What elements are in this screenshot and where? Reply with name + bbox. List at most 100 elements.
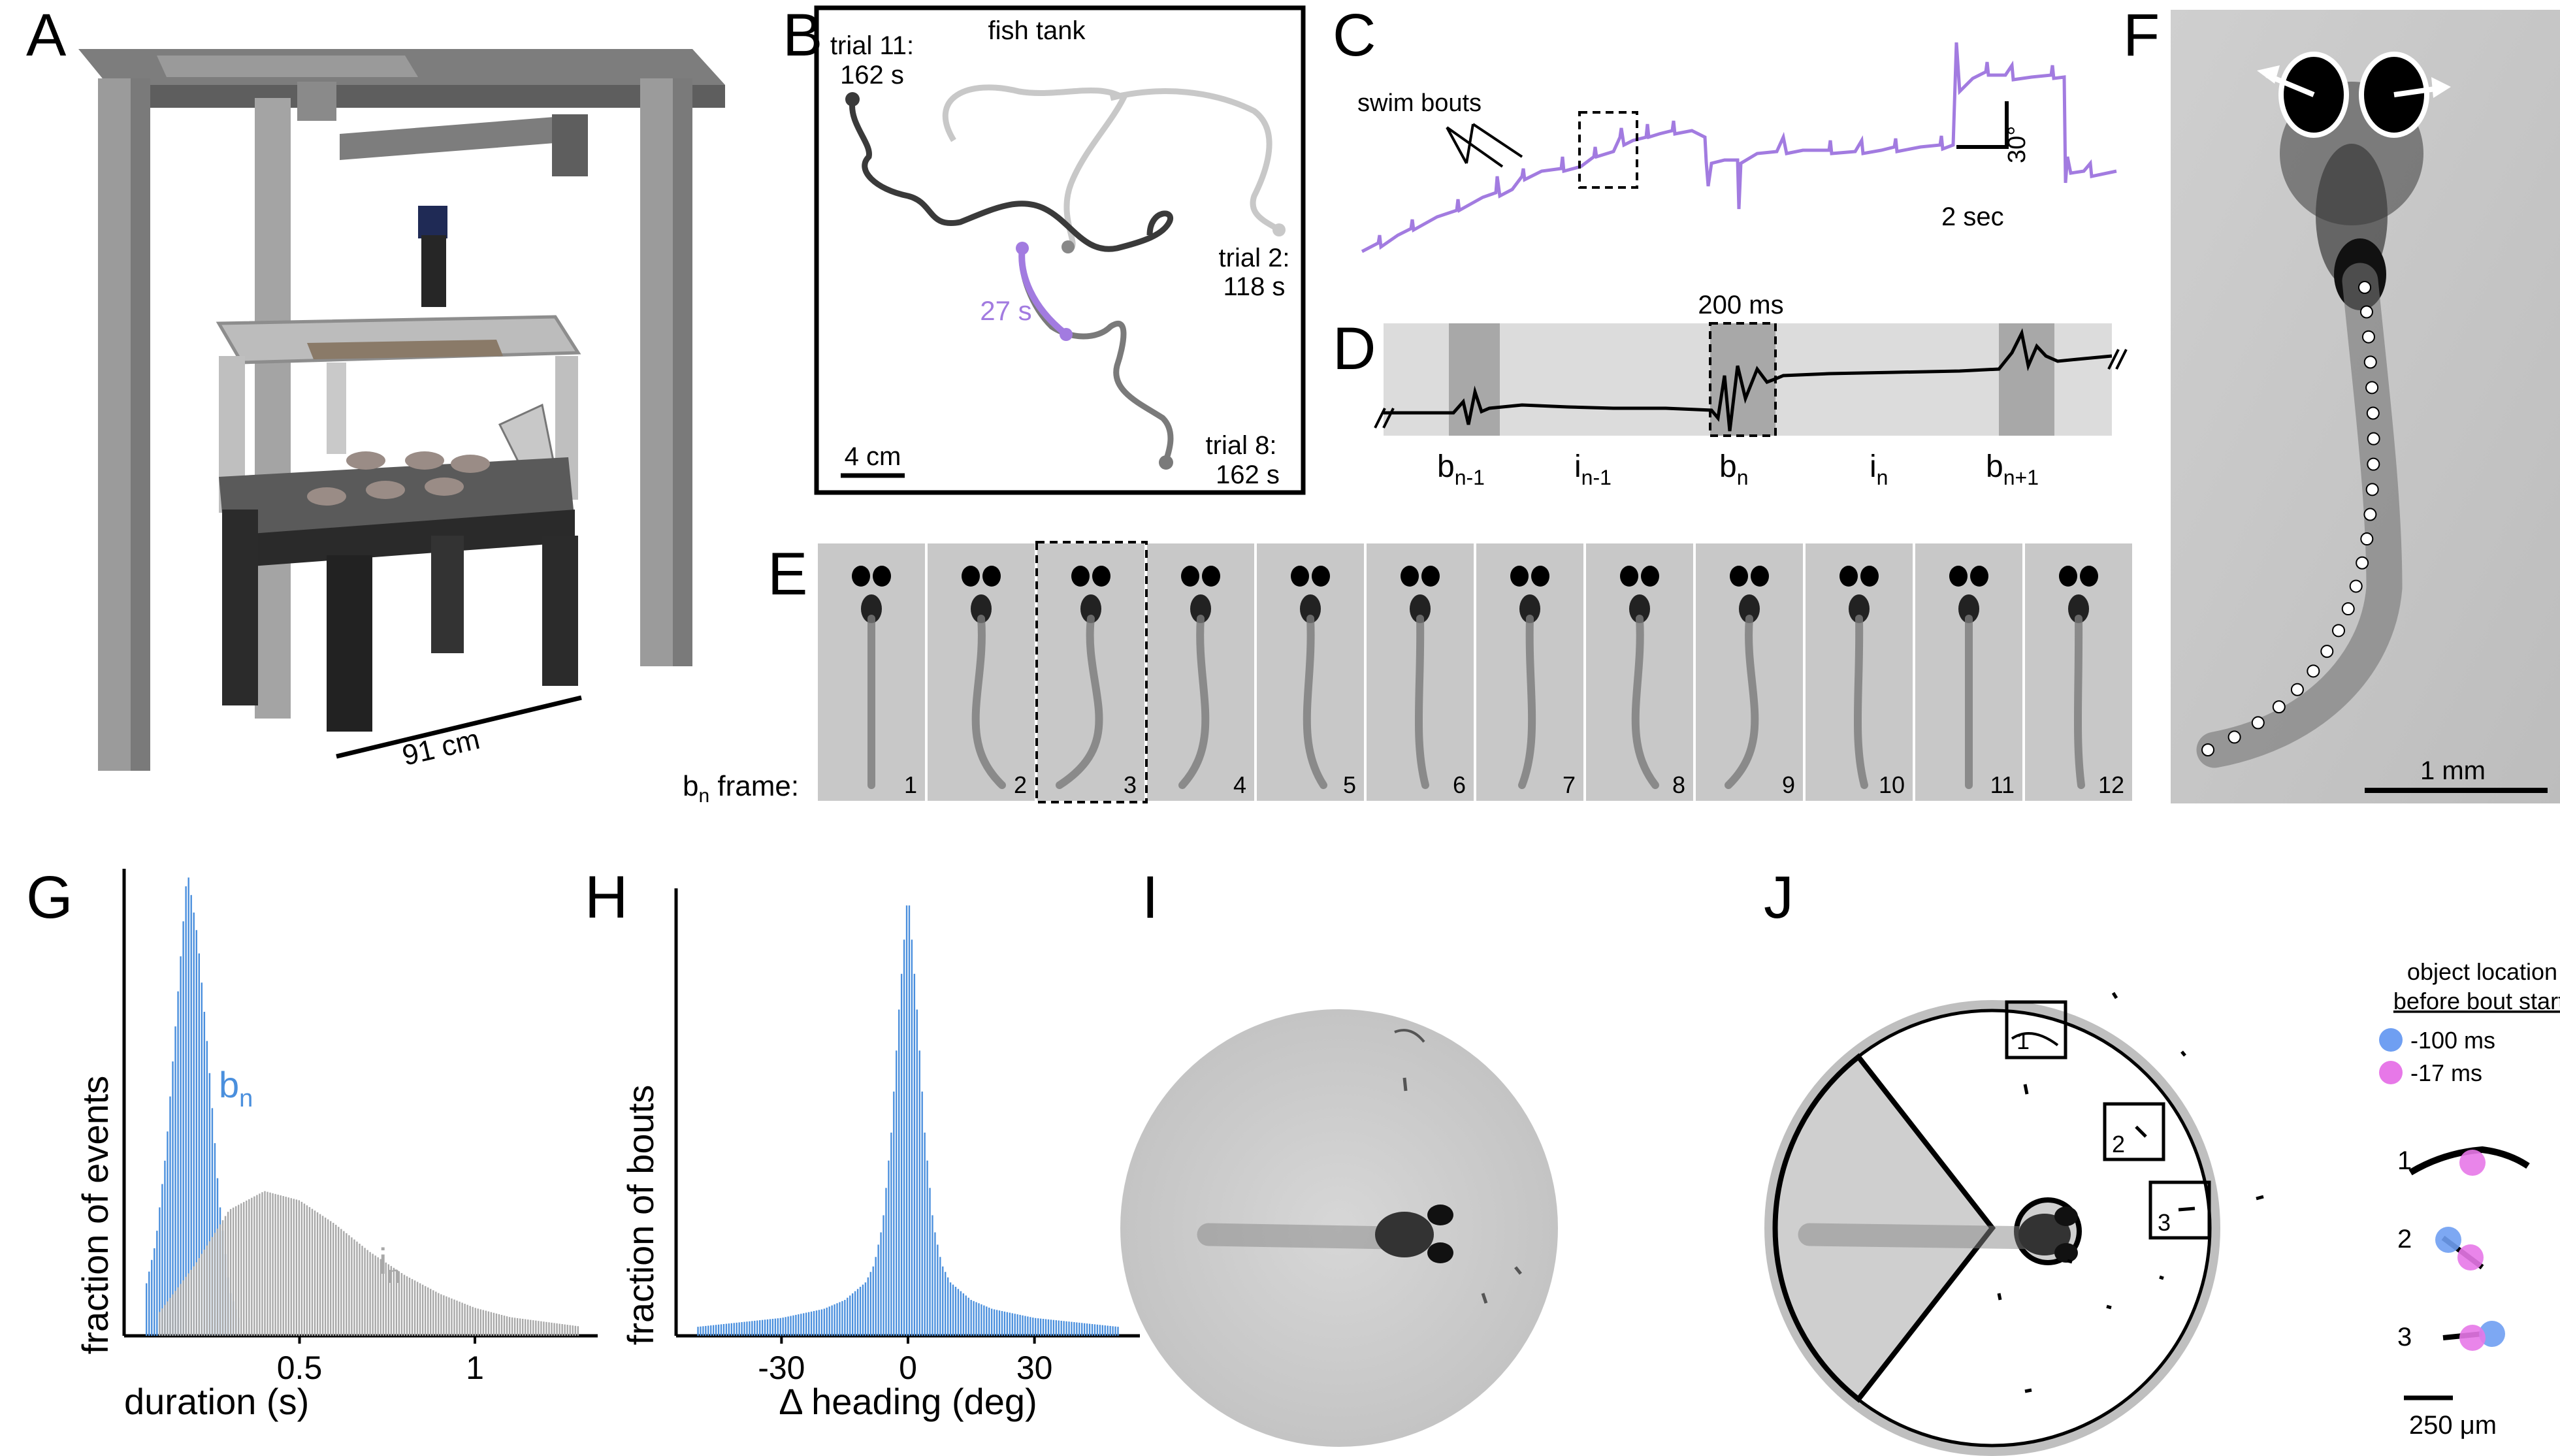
fish-frame: 7	[1476, 543, 1583, 801]
histogram-bar	[937, 1244, 939, 1336]
histogram-bar	[369, 1252, 371, 1336]
histogram-bar	[267, 1191, 268, 1336]
histogram-bar	[530, 1319, 532, 1336]
tail-point	[2349, 579, 2363, 593]
histogram-bar	[421, 1284, 424, 1336]
fish-frame: 9	[1696, 543, 1803, 801]
histogram-bar	[733, 1323, 735, 1336]
histogram-bar	[295, 1199, 298, 1336]
histogram-bar	[978, 1303, 980, 1336]
histogram-bar	[272, 1193, 274, 1336]
histogram-bar	[390, 1266, 393, 1336]
tail-point	[2272, 700, 2286, 714]
histogram-bar	[148, 1271, 150, 1336]
histogram-bar	[500, 1315, 503, 1336]
histogram-bar	[464, 1303, 466, 1336]
panel-b-scale-label: 4 cm	[845, 442, 901, 471]
histogram-bar	[159, 1312, 161, 1336]
chart-g-ylabel: fraction of events	[74, 1076, 116, 1354]
histogram-bar	[551, 1322, 553, 1336]
histogram-bar	[219, 1224, 221, 1336]
inset-label-2: 2	[2397, 1225, 2412, 1254]
histogram-bar	[508, 1317, 511, 1336]
histogram-bar	[720, 1324, 722, 1336]
histogram-bar	[700, 1326, 702, 1336]
panel-a-rig-illustration	[78, 49, 725, 771]
histogram-bar	[1073, 1322, 1075, 1336]
histogram-bar	[836, 1303, 838, 1336]
histogram-bar	[306, 1205, 308, 1336]
tail-point	[2341, 602, 2355, 616]
histogram-bar	[839, 1302, 841, 1336]
histogram-bar	[993, 1309, 996, 1336]
histogram-bar	[177, 991, 179, 1336]
histogram-bar	[385, 1262, 387, 1336]
histogram-bar	[896, 1050, 898, 1336]
histogram-bar	[856, 1289, 859, 1336]
histogram-bar	[195, 1262, 197, 1336]
histogram-bar	[949, 1282, 952, 1336]
histogram-bar	[298, 1200, 300, 1336]
histogram-bar	[1101, 1325, 1103, 1336]
histogram-bar	[774, 1318, 777, 1336]
chart-g-xlabel: duration (s)	[124, 1381, 309, 1422]
histogram-bar	[548, 1322, 550, 1336]
histogram-bar	[1076, 1322, 1078, 1336]
histogram-bar	[377, 1257, 379, 1336]
histogram-bar	[451, 1298, 453, 1336]
svg-text:in-1: in-1	[1574, 449, 1612, 489]
tail-tracking-points	[2201, 281, 2380, 756]
fish-frame: 8	[1586, 543, 1693, 801]
histogram-bar	[198, 953, 200, 1336]
histogram-bar	[351, 1237, 353, 1336]
histogram-bar	[777, 1318, 779, 1336]
histogram-bar	[190, 895, 192, 1336]
histogram-bar	[164, 1160, 166, 1336]
histogram-bar	[844, 1300, 846, 1336]
histogram-bar	[705, 1325, 707, 1336]
histogram-bar	[490, 1312, 493, 1336]
histogram-bar	[1016, 1314, 1018, 1336]
histogram-bar	[983, 1305, 985, 1336]
histogram-bar	[211, 1108, 214, 1336]
panel-d-segment-labels: bn-1 in-1 bn in bn+1	[1437, 449, 2039, 489]
histogram-bar	[519, 1318, 521, 1336]
histogram-bar	[1107, 1325, 1109, 1336]
histogram-bar	[211, 1237, 214, 1336]
histogram-bar	[538, 1321, 540, 1336]
histogram-bar	[203, 1250, 206, 1336]
trial11-label-line1: trial 11:	[830, 31, 914, 60]
highlight-duration-label: 27 s	[980, 295, 1031, 326]
histogram-bar	[416, 1282, 419, 1336]
histogram-bar	[366, 1250, 368, 1336]
histogram-bar	[787, 1316, 789, 1336]
x-tick-label: 0	[899, 1350, 917, 1386]
histogram-bar	[246, 1201, 248, 1336]
series-in-label: in	[379, 1240, 401, 1289]
panel-c-angle-scale: 30°	[2003, 126, 2031, 163]
histogram-bar	[277, 1194, 279, 1336]
histogram-bar	[929, 1188, 931, 1336]
tail-point	[2359, 305, 2373, 319]
histogram-bar	[980, 1304, 982, 1336]
histogram-bar	[206, 1041, 208, 1336]
histogram-bar	[319, 1214, 321, 1336]
histogram-bar	[174, 1026, 176, 1336]
legend-label-100ms: -100 ms	[2410, 1027, 2495, 1054]
fish-frame: 1	[818, 543, 925, 801]
histogram-bar	[1091, 1323, 1094, 1336]
panel-i-dish-image	[1120, 1009, 1558, 1447]
panel-c-time-scale: 2 sec	[1941, 202, 2004, 231]
histogram-bar	[343, 1231, 345, 1336]
tail-point	[2251, 716, 2265, 730]
histogram-bar	[479, 1309, 481, 1336]
histogram-bar	[248, 1199, 250, 1336]
histogram-bar	[736, 1322, 737, 1336]
histogram-bar	[466, 1304, 468, 1336]
frame-number: 12	[2098, 771, 2124, 798]
histogram-bar	[764, 1319, 766, 1336]
box-label-1: 1	[2017, 1027, 2030, 1054]
fish-frame: 5	[1257, 543, 1364, 801]
legend-title-line1: object location	[2407, 958, 2557, 985]
histogram-bar	[782, 1318, 784, 1336]
